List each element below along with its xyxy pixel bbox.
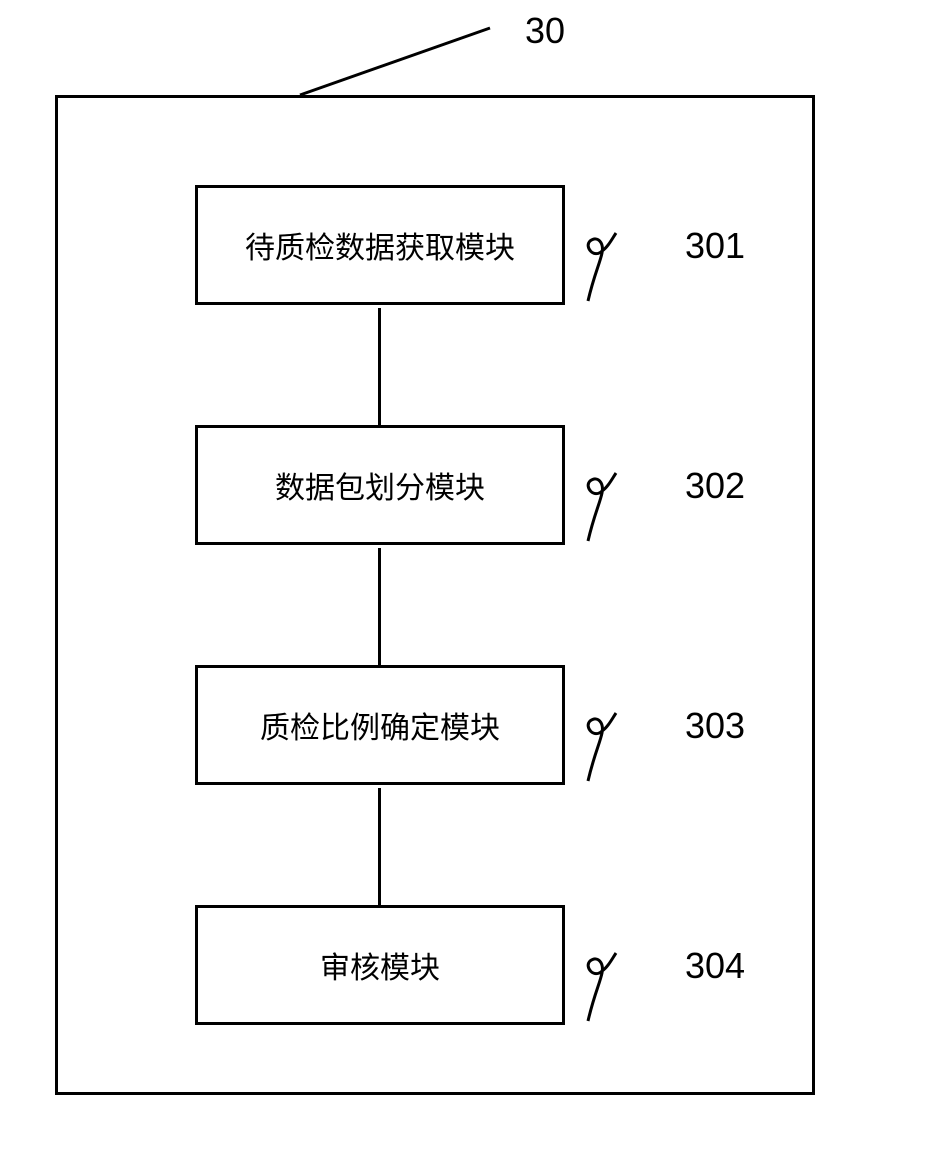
connector-line bbox=[378, 548, 381, 665]
squiggle-connector bbox=[573, 945, 633, 1035]
module-box-1: 待质检数据获取模块 bbox=[195, 185, 565, 305]
module-box-4: 审核模块 bbox=[195, 905, 565, 1025]
module-box-2: 数据包划分模块 bbox=[195, 425, 565, 545]
squiggle-connector bbox=[573, 705, 633, 795]
squiggle-connector bbox=[573, 225, 633, 315]
module-label: 审核模块 bbox=[320, 943, 440, 987]
container-ref-label: 30 bbox=[525, 10, 565, 52]
module-ref-label: 303 bbox=[685, 705, 745, 747]
module-ref-label: 304 bbox=[685, 945, 745, 987]
module-label: 数据包划分模块 bbox=[275, 463, 485, 507]
module-ref-label: 301 bbox=[685, 225, 745, 267]
module-label: 质检比例确定模块 bbox=[260, 703, 500, 747]
module-ref-label: 302 bbox=[685, 465, 745, 507]
module-box-3: 质检比例确定模块 bbox=[195, 665, 565, 785]
squiggle-connector bbox=[573, 465, 633, 555]
connector-line bbox=[378, 788, 381, 905]
module-label: 待质检数据获取模块 bbox=[245, 223, 515, 267]
connector-line bbox=[378, 308, 381, 425]
